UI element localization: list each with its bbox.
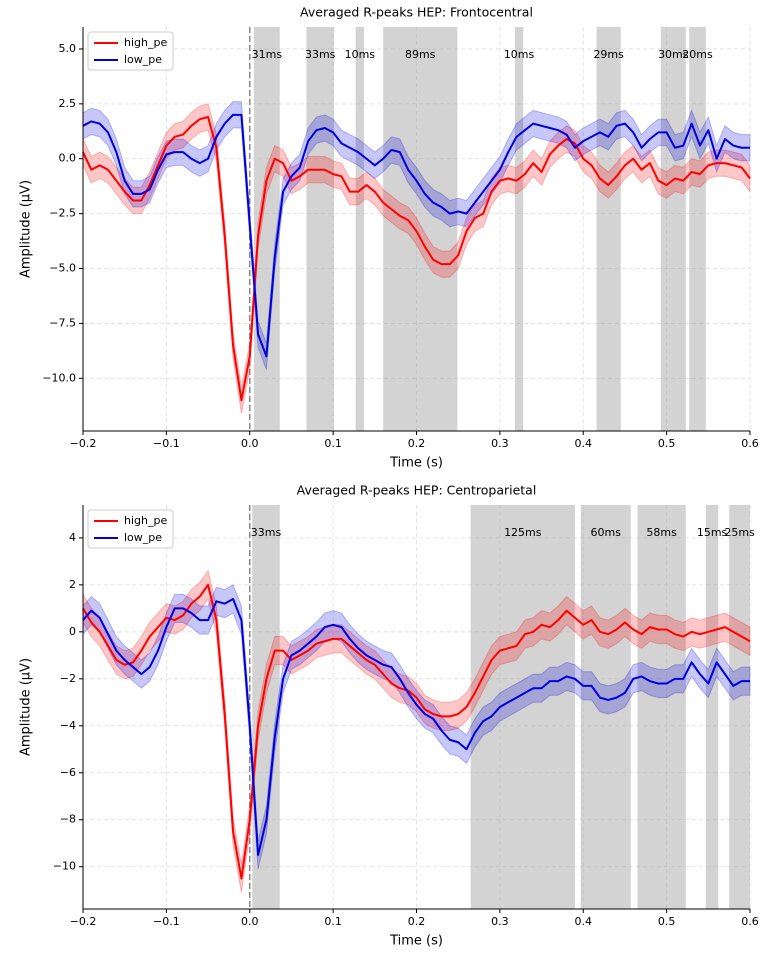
x-tick-label: 0.0 — [241, 437, 259, 450]
significance-span — [596, 27, 621, 431]
span-label: 15ms — [697, 526, 728, 539]
y-tick-label: 4 — [69, 531, 76, 544]
span-label: 29ms — [593, 48, 624, 61]
significance-span — [514, 27, 524, 431]
x-tick-label: 0.3 — [491, 437, 509, 450]
line — [82, 116, 751, 402]
significance-span — [637, 505, 686, 909]
span-label: 31ms — [252, 48, 283, 61]
x-tick-label: 0.2 — [408, 437, 426, 450]
y-tick-label: −10 — [53, 860, 76, 873]
y-tick-label: −2.5 — [49, 207, 76, 220]
span-label: 125ms — [504, 526, 542, 539]
significance-span — [383, 27, 458, 431]
x-tick-label: 0.5 — [658, 915, 676, 928]
y-tick-label: −7.5 — [49, 316, 76, 329]
y-tick-label: −5.0 — [49, 262, 76, 275]
y-tick-label: 0 — [69, 625, 76, 638]
x-tick-label: 0.4 — [575, 437, 593, 450]
y-axis-label: Amplitude (µV) — [19, 180, 34, 278]
y-tick-label: −4 — [60, 719, 76, 732]
span-label: 10ms — [345, 48, 376, 61]
legend-label: high_pe — [124, 514, 167, 527]
x-tick-label: 0.3 — [491, 915, 509, 928]
line — [82, 597, 750, 856]
span-label: 60ms — [591, 526, 622, 539]
legend-label: high_pe — [124, 36, 167, 49]
significance-span — [580, 505, 631, 909]
confidence-band — [82, 101, 751, 370]
y-axis-label: Amplitude (µV) — [19, 658, 34, 756]
span-label: 30ms — [658, 48, 689, 61]
chart-title: Averaged R-peaks HEP: Centroparietal — [297, 483, 537, 498]
x-tick-label: 0.1 — [324, 915, 342, 928]
x-tick-label: 0.5 — [658, 437, 676, 450]
span-label: 89ms — [405, 48, 436, 61]
significance-span — [705, 505, 719, 909]
span-label: 33ms — [251, 526, 282, 539]
chart-title: Averaged R-peaks HEP: Frontocentral — [300, 5, 533, 20]
x-tick-label: 0.6 — [741, 437, 759, 450]
span-label: 20ms — [682, 48, 713, 61]
span-label: 25ms — [724, 526, 755, 539]
x-axis-label: Time (s) — [389, 934, 443, 949]
x-tick-label: −0.1 — [153, 437, 180, 450]
x-tick-label: −0.1 — [153, 915, 180, 928]
y-tick-label: −2 — [60, 672, 76, 685]
x-tick-label: −0.2 — [70, 437, 97, 450]
x-tick-label: 0.4 — [575, 915, 593, 928]
y-tick-label: −6 — [60, 766, 76, 779]
legend-label: low_pe — [124, 531, 162, 544]
significance-span — [470, 505, 575, 909]
x-axis-label: Time (s) — [389, 456, 443, 471]
x-tick-label: 0.1 — [324, 437, 342, 450]
y-tick-label: 0.0 — [59, 152, 77, 165]
significance-span — [689, 27, 706, 431]
x-tick-label: −0.2 — [70, 915, 97, 928]
line — [82, 583, 751, 880]
confidence-band — [82, 103, 751, 414]
significance-span — [306, 27, 334, 431]
significance-span — [355, 27, 364, 431]
confidence-band — [82, 584, 751, 870]
x-tick-label: 0.0 — [241, 915, 259, 928]
legend-label: low_pe — [124, 53, 162, 66]
y-tick-label: 2 — [69, 578, 76, 591]
x-tick-label: 0.2 — [408, 915, 426, 928]
y-tick-label: 2.5 — [59, 97, 77, 110]
significance-span — [660, 27, 686, 431]
significance-span — [729, 505, 750, 909]
y-tick-label: −8 — [60, 813, 76, 826]
span-label: 33ms — [305, 48, 336, 61]
span-label: 58ms — [646, 526, 677, 539]
span-label: 10ms — [504, 48, 535, 61]
y-tick-label: 5.0 — [59, 42, 77, 55]
x-tick-label: 0.6 — [741, 915, 759, 928]
y-tick-label: −10.0 — [42, 371, 76, 384]
line — [82, 113, 750, 358]
